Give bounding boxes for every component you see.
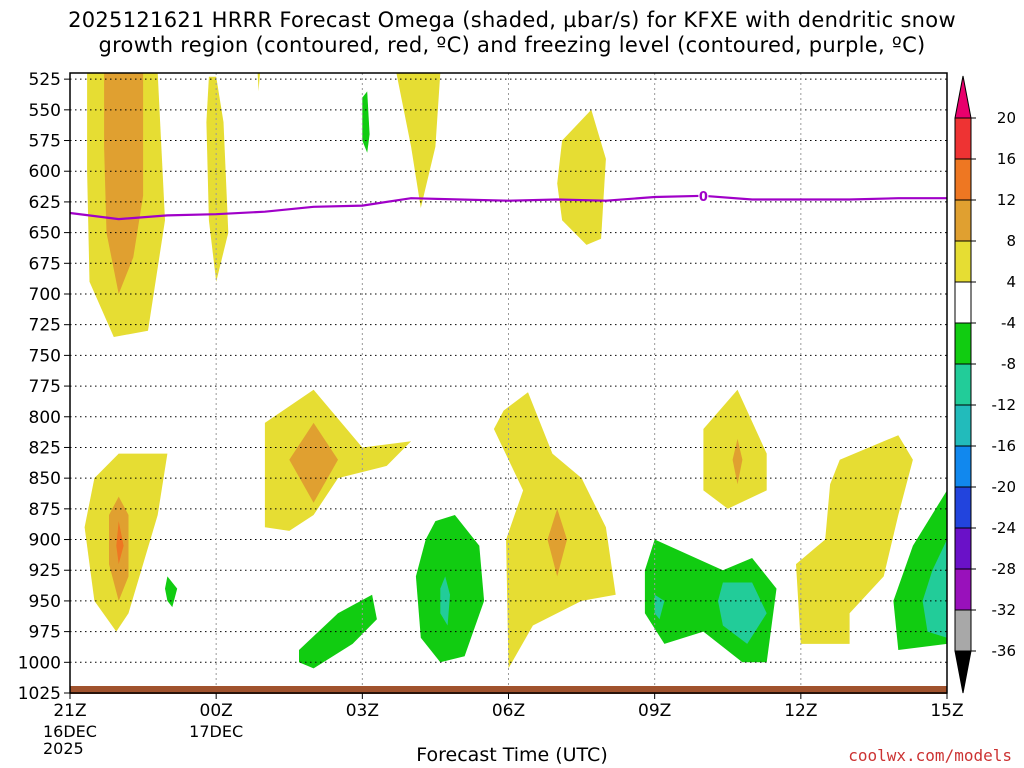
y-tick-label: 925	[29, 561, 61, 581]
omega-region-2	[206, 76, 229, 282]
y-tick-label: 775	[29, 377, 61, 397]
y-tick-label: 650	[29, 224, 61, 244]
y-tick-label: 900	[29, 531, 61, 551]
date-label: 17DEC	[189, 723, 243, 740]
colorbar-box	[954, 486, 972, 529]
omega-region-3	[257, 73, 260, 92]
omega-region-15	[732, 438, 743, 485]
y-tick-label: 825	[29, 438, 61, 458]
colorbar-box	[954, 199, 972, 242]
omega-region-4	[396, 73, 441, 208]
omega-region-5	[557, 109, 606, 245]
colorbar-bottom-arrow	[954, 650, 972, 694]
colorbar-label: -24	[992, 519, 1017, 537]
y-tick-label: 700	[29, 285, 61, 305]
colorbar-box	[954, 568, 972, 611]
y-tick-label: 525	[29, 70, 61, 90]
colorbar-box	[954, 117, 972, 160]
chart-title: 2025121621 HRRR Forecast Omega (shaded, …	[0, 8, 1024, 58]
colorbar-label: 8	[1006, 232, 1016, 250]
y-tick-label: 1025	[18, 684, 61, 704]
y-tick-label: 950	[29, 592, 61, 612]
freezing-level-contour: 0	[70, 187, 947, 221]
freezing-level-line	[70, 194, 947, 221]
x-tick-label: 06Z	[492, 701, 525, 721]
omega-region-6	[362, 91, 370, 153]
y-tick-label: 850	[29, 469, 61, 489]
y-tick-label: 550	[29, 101, 61, 121]
omega-regions	[84, 73, 947, 669]
y-tick-label: 675	[29, 254, 61, 274]
omega-region-18	[165, 576, 178, 608]
x-tick-label: 12Z	[784, 701, 817, 721]
colorbar-label: -36	[992, 642, 1017, 660]
y-tick-label: 600	[29, 162, 61, 182]
y-tick-label: 575	[29, 132, 61, 152]
colorbar-label: -16	[992, 437, 1017, 455]
omega-region-10	[264, 389, 412, 531]
x-axis-label: Forecast Time (UTC)	[416, 744, 608, 766]
date-label-line: 17DEC	[189, 722, 244, 741]
x-tick-label: 21Z	[53, 701, 86, 721]
date-label-line: 2025	[43, 739, 84, 758]
omega-region-1	[104, 73, 144, 294]
omega-region-22	[654, 594, 665, 620]
omega-region-23	[718, 582, 767, 644]
y-axis: 525 550 575 600 625 650 675 700 725 750 775 800 825 8…	[18, 70, 70, 704]
x-tick-label: 03Z	[346, 701, 379, 721]
omega-region-13	[547, 508, 567, 577]
colorbar-box	[954, 404, 972, 447]
colorbar-label: 16	[997, 150, 1016, 168]
chart-title-line-1: 2025121621 HRRR Forecast Omega (shaded, …	[68, 8, 956, 32]
x-axis: 21Z 00Z 03Z 06Z 09Z 12Z 15Z	[53, 693, 964, 721]
colorbar-label: 20	[997, 109, 1016, 127]
colorbar-box	[954, 609, 972, 652]
colorbar-label: -28	[992, 560, 1017, 578]
freezing-level-label-bg	[698, 187, 709, 203]
omega-region-25	[922, 539, 947, 638]
omega-region-17	[299, 594, 377, 669]
colorbar-box	[954, 527, 972, 570]
colorbar-label: -20	[992, 478, 1017, 496]
omega-region-9	[116, 521, 124, 565]
colorbar-box	[954, 281, 972, 324]
x-tick-label: 09Z	[638, 701, 671, 721]
colorbar-label: 12	[997, 191, 1016, 209]
omega-region-19	[415, 515, 485, 663]
colorbar-label: -32	[992, 601, 1017, 619]
ground-surface	[70, 686, 947, 694]
colorbar-label: -12	[992, 396, 1017, 414]
y-tick-label: 875	[29, 500, 61, 520]
freezing-level-label: 0	[699, 190, 708, 205]
x-tick-label: 00Z	[200, 701, 233, 721]
omega-region-11	[289, 422, 338, 503]
x-tick-label: 15Z	[930, 701, 963, 721]
credit-link[interactable]: coolwx.com/models	[848, 746, 1012, 765]
y-tick-label: 750	[29, 346, 61, 366]
y-tick-label: 975	[29, 623, 61, 643]
colorbar-box	[954, 158, 972, 201]
omega-region-16	[796, 435, 913, 644]
date-label-line: 16DEC	[43, 722, 97, 741]
colorbar-box	[954, 363, 972, 406]
y-tick-label: 1000	[18, 653, 61, 673]
y-tick-label: 725	[29, 316, 61, 336]
chart-title-line-2: growth region (contoured, red, ºC) and f…	[98, 33, 926, 57]
colorbar-label: 4	[1006, 273, 1016, 291]
colorbar-box	[954, 445, 972, 488]
date-label: 16DEC 2025	[43, 723, 97, 757]
y-tick-label: 625	[29, 193, 61, 213]
y-tick-label: 800	[29, 408, 61, 428]
colorbar-label: -8	[1001, 355, 1016, 373]
colorbar-top-arrow	[954, 75, 972, 119]
colorbar: 20 16 12 8 4 -4 -8 -12 -16 -20 -24 -28 -32 -36	[954, 75, 1017, 694]
colorbar-label: -4	[1001, 314, 1016, 332]
colorbar-box	[954, 322, 972, 365]
colorbar-box	[954, 240, 972, 283]
